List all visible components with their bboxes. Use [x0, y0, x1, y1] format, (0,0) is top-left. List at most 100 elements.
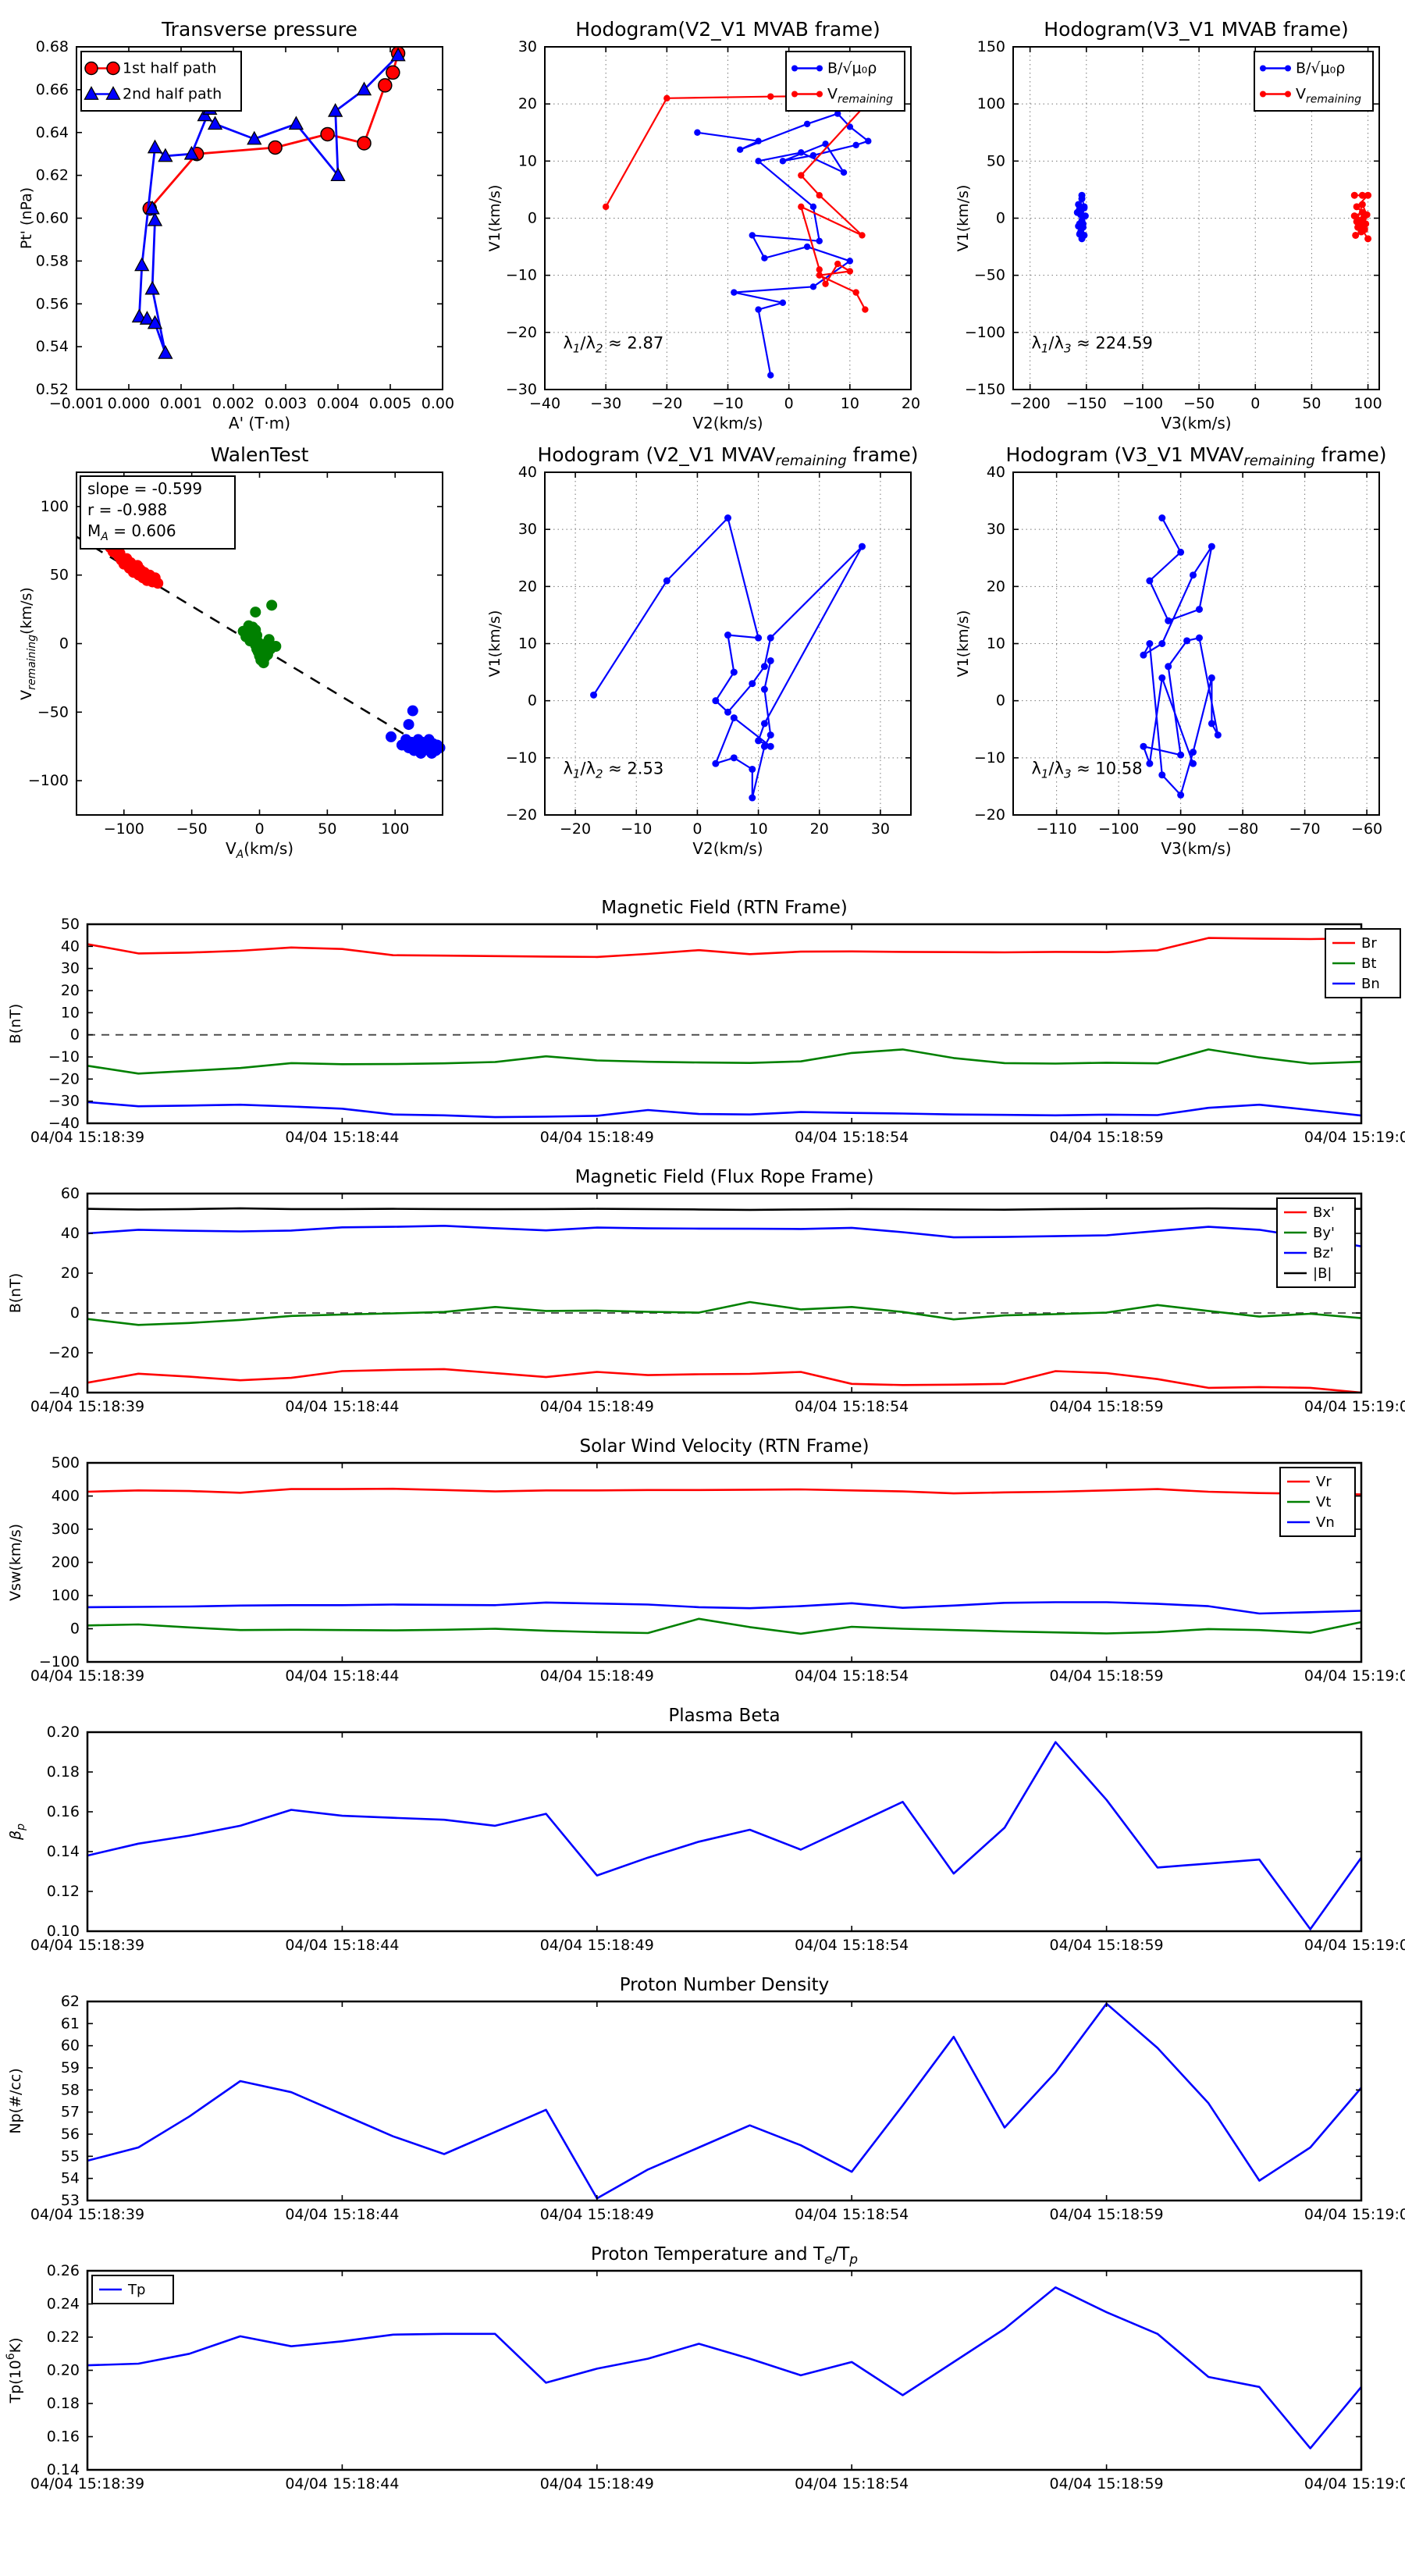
chart-hodogram-v3v1-mvav: −110 −100 −90 −80 −70 −60 −20 −10 0 10 20 30 40 Hodog…: [951, 436, 1392, 862]
dot-marker: [821, 280, 829, 287]
x-axis-label: V2(km/s): [692, 414, 763, 432]
y-tick-label: −10: [48, 1048, 80, 1066]
circle-marker: [356, 136, 372, 151]
y-tick-label: 30: [61, 960, 80, 977]
y-tick-label: 100: [976, 95, 1005, 112]
y-tick-label: 0.58: [35, 252, 68, 269]
series-B-hodogram: [592, 517, 863, 799]
x-tick-label: 04/04 15:18:39: [30, 1937, 144, 1954]
dot-marker: [151, 578, 163, 589]
y-tick-label: 0.12: [47, 1883, 80, 1900]
x-tick-label: 0: [254, 820, 264, 838]
legend-label: Tp: [127, 2282, 145, 2298]
triangle-marker: [327, 102, 343, 117]
chart-hodogram-v2v1-mvab: −40 −30 −20 −10 0 10 20 −30 −20 −10 0 10 20 30 Hodogra…: [482, 11, 923, 436]
series-Vr: [87, 1487, 1362, 1496]
y-tick-label: 0: [995, 692, 1005, 710]
x-tick-label: 04/04 15:18:54: [795, 1398, 909, 1415]
chart-title: Plasma Beta: [668, 1706, 780, 1726]
dot-marker: [791, 65, 798, 72]
dot-marker: [1080, 204, 1087, 212]
series-Br: [87, 937, 1362, 959]
series-beta-p: [87, 1741, 1363, 1930]
x-tick-label: −60: [1351, 820, 1382, 838]
dot-marker: [1358, 201, 1366, 208]
magnetic-field-rtn-svg: 04/04 15:18:39 04/04 15:18:44 04/04 15:18:…: [7, 898, 1405, 1146]
dot-marker: [754, 158, 762, 165]
legend-label: Br: [1361, 935, 1377, 952]
dot-marker: [821, 141, 829, 148]
series-Bn: [87, 1101, 1362, 1119]
y-tick-label: 0.18: [47, 1763, 80, 1781]
y-tick-label: 53: [61, 2192, 80, 2209]
panel-magnetic-field-rtn: 04/04 15:18:39 04/04 15:18:44 04/04 15:18:…: [0, 893, 1405, 1162]
x-tick-label: 04/04 15:18:54: [795, 1667, 909, 1685]
y-axis-label: V1(km/s): [955, 185, 972, 252]
x-tick-label: 0.003: [264, 395, 306, 412]
x-axis-label: V2(km/s): [692, 839, 763, 858]
y-tick-label: 500: [52, 1454, 80, 1471]
legend-label: Vremaining: [1296, 86, 1361, 106]
x-tick-label: 04/04 15:18:44: [285, 2475, 399, 2492]
x-tick-label: 04/04 15:18:39: [30, 2475, 144, 2492]
plot-area: [87, 924, 1361, 1123]
dot-marker: [1284, 65, 1291, 72]
x-tick-label: 04/04 15:18:54: [795, 2206, 909, 2223]
dot-marker: [816, 266, 823, 273]
triangle-marker: [83, 86, 99, 100]
series-B-hodogram: [1142, 517, 1218, 796]
dot-marker: [1189, 571, 1197, 579]
dot-marker: [760, 685, 768, 693]
dot-marker: [1208, 674, 1215, 681]
triangle-marker: [131, 308, 147, 323]
chart-hodogram-v3v1-mvab: −200 −150 −100 −50 0 50 100 −150 −100 −50 0 50 100 15…: [951, 11, 1392, 436]
x-tick-label: −150: [1065, 395, 1106, 412]
legend-label: |B|: [1313, 1265, 1332, 1282]
annotation-lambda-ratio: λ1/λ3 ≈ 224.59: [1031, 333, 1152, 355]
y-tick-label: 0.60: [35, 210, 68, 227]
dot-marker: [1076, 230, 1083, 238]
y-tick-label: 50: [49, 567, 68, 584]
y-tick-label: 0: [527, 210, 536, 227]
y-tick-label: −50: [37, 703, 68, 720]
dot-marker: [858, 543, 866, 550]
dot-marker: [803, 120, 810, 127]
plot-area: [87, 1194, 1361, 1393]
y-tick-label: 0: [59, 635, 68, 653]
y-tick-label: 40: [61, 938, 80, 955]
dot-marker: [1145, 640, 1153, 647]
x-tick-label: −40: [528, 395, 560, 412]
plot-area: [87, 1463, 1361, 1662]
hodogram-v3v1-mvav-svg: −110 −100 −90 −80 −70 −60−20−10010203040Hodog…: [955, 443, 1387, 858]
dot-marker: [736, 146, 743, 153]
dot-marker: [1361, 220, 1369, 228]
dot-marker: [1176, 791, 1184, 799]
top-row-2: −100 −50 0 50 100 −100 −50 0 50 100 WalenTest VA(km…: [0, 436, 1405, 862]
y-tick-label: 60: [61, 1185, 80, 1202]
y-tick-label: 0.16: [47, 1803, 80, 1820]
y-tick-label: 58: [61, 2081, 80, 2098]
y-tick-label: 20: [986, 578, 1005, 595]
x-tick-label: 30: [870, 820, 889, 838]
panel-proton-number-density: 04/04 15:18:39 04/04 15:18:44 04/04 15:18:…: [0, 1970, 1405, 2240]
dot-marker: [1350, 212, 1358, 220]
dot-marker: [1145, 577, 1153, 585]
y-tick-label: 200: [52, 1554, 80, 1571]
x-tick-label: 04/04 15:18:54: [795, 2475, 909, 2492]
axes-box: [86, 1192, 1363, 1394]
y-axis-label: Vremaining(km/s): [18, 587, 38, 700]
dot-marker: [589, 691, 597, 699]
x-tick-label: 04/04 15:18:49: [540, 2475, 654, 2492]
x-tick-label: 0: [784, 395, 793, 412]
dot-marker: [834, 110, 841, 117]
y-tick-label: 60: [61, 2037, 80, 2055]
y-tick-label: −40: [48, 1115, 80, 1132]
hodogram-v2v1-mvab-svg: −40 −30 −20 −10 0 10 20−30−20−100102030Hodogra…: [486, 18, 920, 432]
y-tick-label: 10: [518, 635, 536, 653]
y-tick-label: 10: [986, 635, 1005, 653]
dot-marker: [730, 668, 738, 676]
x-tick-label: −20: [651, 395, 682, 412]
stats-line: MA = 0.606: [87, 521, 176, 543]
dot-marker: [1284, 91, 1291, 98]
magnetic-field-flux-rope-svg: 04/04 15:18:39 04/04 15:18:44 04/04 15:18:…: [7, 1167, 1405, 1415]
